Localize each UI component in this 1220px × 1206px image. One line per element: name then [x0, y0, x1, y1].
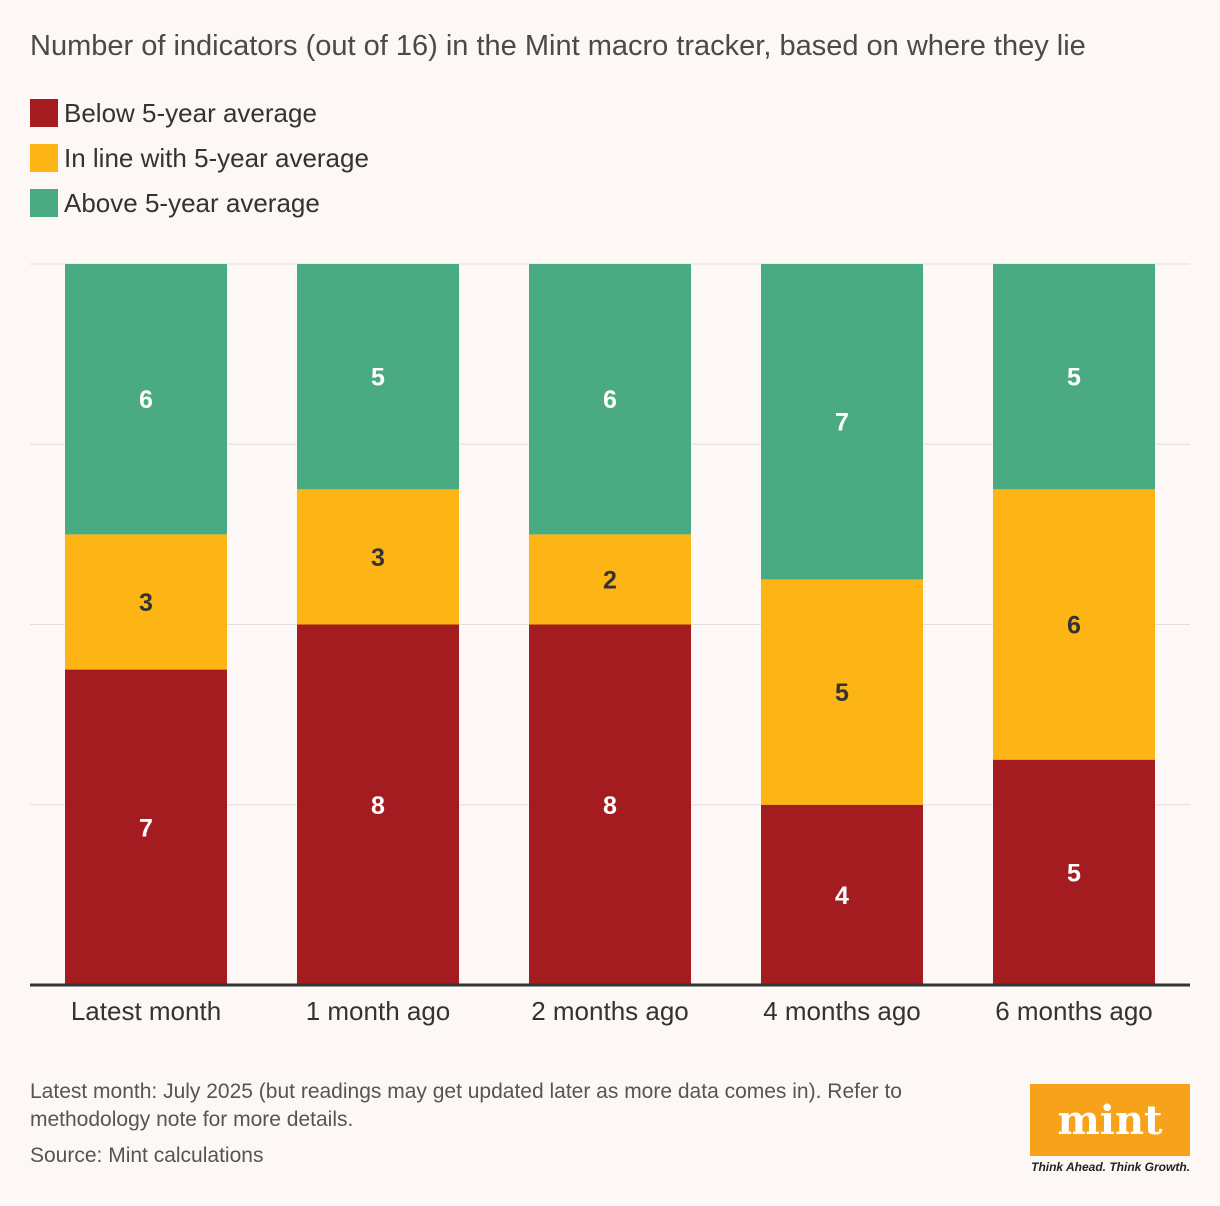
legend-item-inline: In line with 5-year average: [30, 141, 369, 175]
bar-segment: [529, 534, 691, 625]
data-label: 7: [139, 814, 153, 842]
bar-segment: [761, 804, 923, 985]
x-tick-label: 2 months ago: [531, 996, 689, 1026]
legend: Below 5-year average In line with 5-year…: [30, 96, 369, 231]
x-tick-label: 6 months ago: [995, 996, 1153, 1026]
mint-logo-text: mint: [1057, 1096, 1163, 1144]
data-label: 5: [1067, 364, 1081, 392]
bar-segment: [529, 264, 691, 535]
bar-segment: [529, 624, 691, 985]
legend-swatch-inline: [30, 144, 58, 172]
legend-label-inline: In line with 5-year average: [64, 142, 369, 173]
stacked-bar-chart: 7 3 6 Latest month 8 3 5 1 month ago 8 2 6 2 months…: [30, 263, 1190, 1026]
bar-segment: [65, 534, 227, 670]
bar-segment: [297, 264, 459, 490]
legend-item-below: Below 5-year average: [30, 96, 369, 130]
data-label: 3: [139, 589, 153, 617]
bar-segment: [993, 489, 1155, 760]
x-tick-label: 4 months ago: [763, 996, 921, 1026]
bar-segment: [993, 264, 1155, 490]
bar-segment: [65, 264, 227, 535]
data-label: 6: [603, 386, 617, 414]
data-label: 6: [139, 386, 153, 414]
chart-title: Number of indicators (out of 16) in the …: [30, 30, 1086, 62]
data-label: 5: [835, 679, 849, 707]
x-tick-label: Latest month: [71, 996, 221, 1026]
legend-label-below: Below 5-year average: [64, 97, 317, 128]
bar-segment: [993, 759, 1155, 985]
data-label: 5: [371, 364, 385, 392]
bar-segment: [761, 579, 923, 805]
legend-item-above: Above 5-year average: [30, 186, 369, 220]
legend-label-above: Above 5-year average: [64, 187, 320, 218]
bar-segment: [65, 669, 227, 985]
data-label: 6: [1067, 612, 1081, 640]
data-label: 8: [603, 792, 617, 820]
x-tick-label: 1 month ago: [306, 996, 451, 1026]
source-note: Source: Mint calculations: [30, 1144, 264, 1167]
logo-tagline: Think Ahead. Think Growth.: [1031, 1160, 1190, 1174]
bar-segment: [297, 489, 459, 625]
mint-logo: mint: [1030, 1084, 1190, 1156]
footnote: Latest month: July 2025 (but readings ma…: [30, 1080, 902, 1131]
data-label: 2: [603, 566, 617, 594]
data-label: 3: [371, 544, 385, 572]
data-label: 7: [835, 409, 849, 437]
bar-segment: [761, 264, 923, 580]
legend-swatch-below: [30, 99, 58, 127]
legend-swatch-above: [30, 189, 58, 217]
bar-segment: [297, 624, 459, 985]
data-label: 8: [371, 792, 385, 820]
data-label: 4: [835, 882, 849, 910]
data-label: 5: [1067, 859, 1081, 887]
